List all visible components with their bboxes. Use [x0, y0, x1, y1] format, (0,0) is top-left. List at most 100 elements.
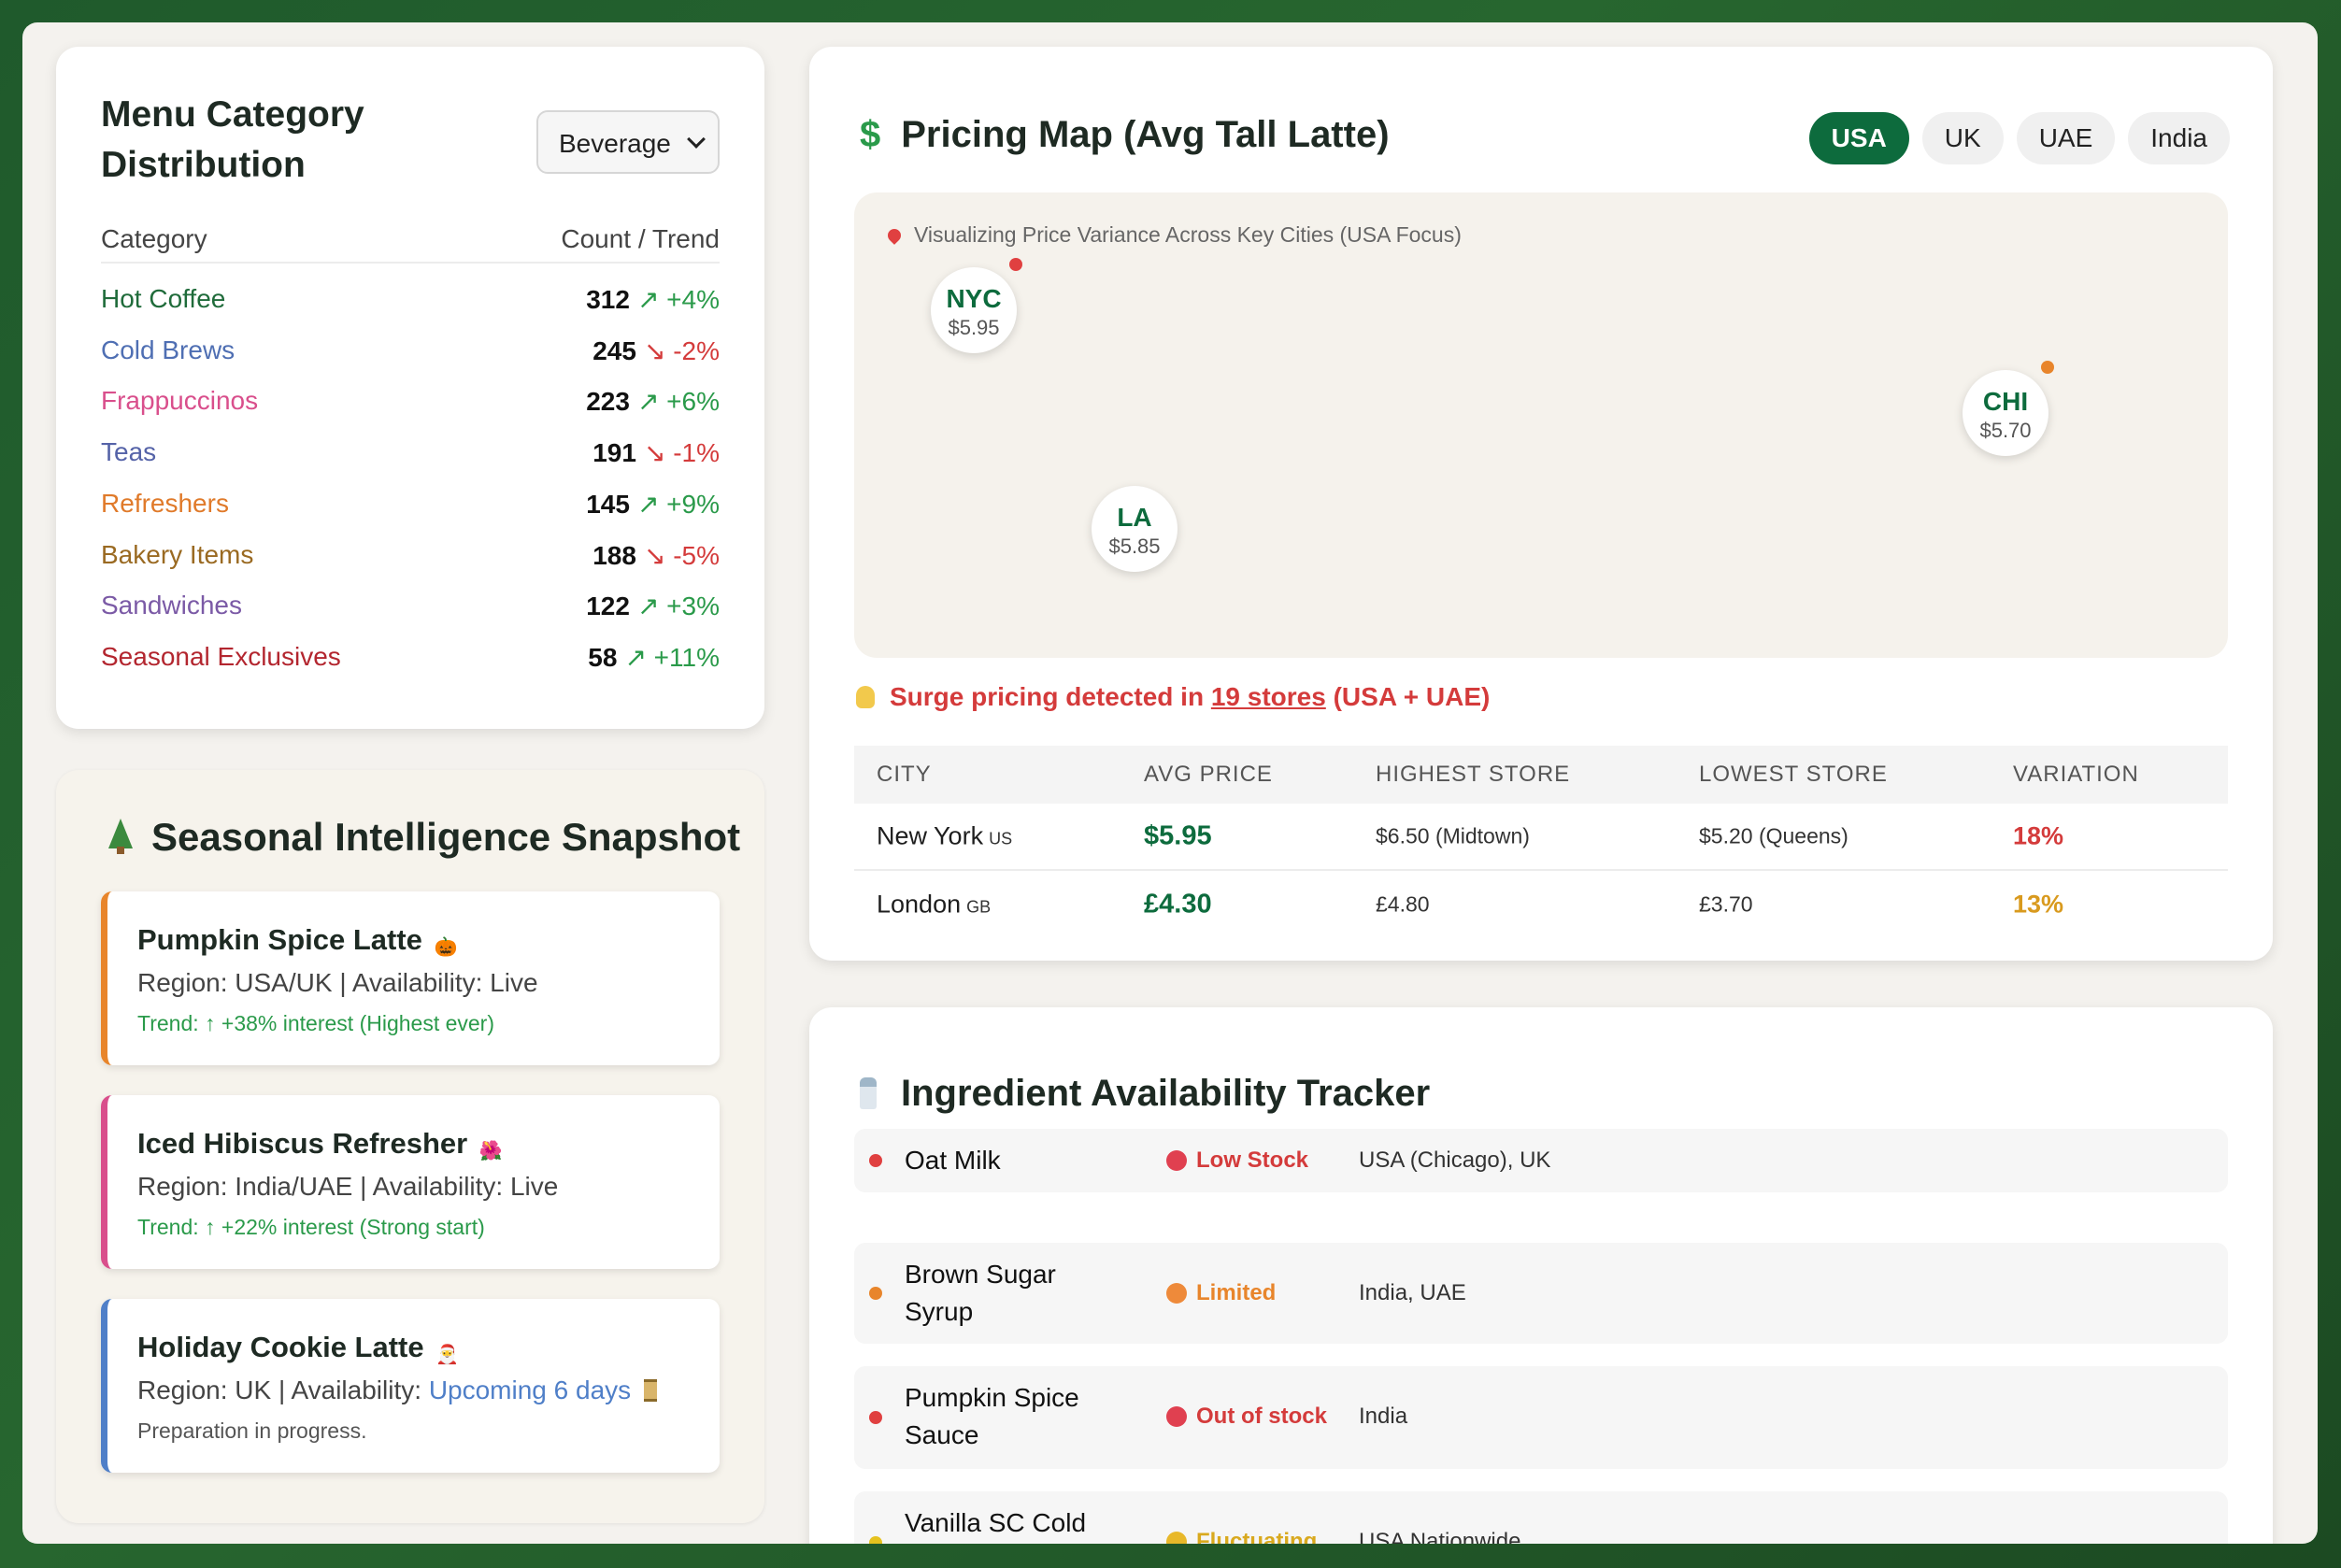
table-row[interactable]: New York US $5.95 $6.50 (Midtown) $5.20 (… [854, 804, 2228, 871]
category-column-header: Category [101, 224, 207, 253]
category-count-trend: 245 ↘ -2% [592, 335, 720, 366]
category-row[interactable]: Refreshers 145 ↗ +9% [101, 489, 720, 526]
tab-uae[interactable]: UAE [2016, 112, 2116, 164]
category-count: 312 [586, 285, 630, 314]
ingredient-status: Out of stock [1166, 1404, 1327, 1430]
category-row[interactable]: Bakery Items 188 ↘ -5% [101, 540, 720, 577]
count-trend-column-header: Count / Trend [561, 224, 720, 253]
seasonal-item-holiday-cookie[interactable]: Holiday Cookie Latte 🎅 Region: UK | Avail… [101, 1299, 720, 1473]
ingredient-status-text: Out of stock [1196, 1404, 1328, 1429]
col-city: CITY [877, 762, 932, 787]
ingredient-status-text: Low Stock [1196, 1147, 1309, 1173]
ingredient-row-oat-milk[interactable]: Oat Milk Low Stock USA (Chicago), UK [854, 1129, 2228, 1192]
category-count-trend: 58 ↗ +11% [588, 642, 720, 673]
seasonal-item-note: Preparation in progress. [137, 1418, 367, 1443]
category-row[interactable]: Frappuccinos 223 ↗ +6% [101, 386, 720, 423]
ingredient-name: Oat Milk [905, 1146, 1001, 1175]
category-count: 58 [588, 642, 618, 672]
tab-usa[interactable]: USA [1808, 112, 1909, 164]
seasonal-item-name: Iced Hibiscus Refresher 🌺 [137, 1127, 505, 1165]
category-row[interactable]: Sandwiches 122 ↗ +3% [101, 591, 720, 628]
dollar-icon: $ [860, 114, 881, 155]
category-count-trend: 188 ↘ -5% [592, 540, 720, 571]
ingredient-tracker-title: Ingredient Availability Tracker [860, 1073, 1430, 1115]
country-code: US [989, 829, 1013, 848]
variation-cell: 13% [2013, 890, 2064, 919]
col-highest-store: HIGHEST STORE [1376, 762, 1571, 787]
hibiscus-flower-icon: 🌺 [478, 1141, 503, 1162]
ingredient-status-text: Fluctuating [1196, 1529, 1318, 1544]
seasonal-item-trend: Trend: ↑ +22% interest (Strong start) [137, 1215, 485, 1239]
ingredient-name: Vanilla SC Cold Foam [905, 1508, 1087, 1537]
city-cell: New York US [877, 822, 1012, 851]
surge-stores-link[interactable]: 19 stores [1210, 682, 1326, 711]
chevron-down-icon [687, 130, 706, 149]
nyc-indicator-dot [1009, 258, 1022, 271]
seasonal-item-region: Region: USA/UK | Availability: Live [137, 968, 538, 997]
seasonal-snapshot-title: Seasonal Intelligence Snapshot [107, 815, 740, 860]
pumpkin-icon: 🎃 [434, 937, 458, 958]
category-count: 188 [592, 540, 636, 570]
ingredient-row-brown-sugar[interactable]: Brown Sugar Syrup Limited India, UAE [854, 1243, 2228, 1344]
category-name: Teas [101, 437, 157, 467]
ingredient-row-pumpkin-spice-sauce[interactable]: Pumpkin Spice Sauce Out of stock India [854, 1366, 2228, 1469]
city-marker-chi[interactable]: CHI $5.70 [1963, 370, 2048, 456]
city-marker-la[interactable]: LA $5.85 [1092, 486, 1178, 572]
tab-india[interactable]: India [2128, 112, 2230, 164]
ingredient-name: Brown Sugar Syrup [905, 1260, 1056, 1326]
category-table-header: Category Count / Trend [101, 224, 720, 264]
category-count-trend: 191 ↘ -1% [592, 437, 720, 468]
seasonal-item-name: Pumpkin Spice Latte 🎃 [137, 923, 460, 962]
category-trend: ↘ -5% [643, 540, 720, 570]
category-count-trend: 312 ↗ +4% [586, 284, 720, 315]
category-count: 245 [592, 335, 636, 365]
seasonal-item-pumpkin-spice[interactable]: Pumpkin Spice Latte 🎃 Region: USA/UK | Av… [101, 891, 720, 1065]
map-pin-icon [885, 226, 904, 245]
city-name: London [877, 890, 962, 919]
upcoming-highlight: Upcoming 6 days [428, 1376, 632, 1404]
pricing-map-card: $ Pricing Map (Avg Tall Latte) USA UK UAE In… [809, 47, 2273, 961]
category-row[interactable]: Hot Coffee 312 ↗ +4% [101, 284, 720, 321]
surge-pricing-alert: Surge pricing detected in 19 stores (USA… [856, 682, 1490, 712]
col-variation: VARIATION [2013, 762, 2139, 787]
city-price: $5.85 [1108, 535, 1161, 558]
ingredient-row-vanilla-cold-foam[interactable]: Vanilla SC Cold Foam Fluctuating USA Nat… [854, 1491, 2228, 1544]
category-count-trend: 145 ↗ +9% [586, 489, 720, 520]
ingredient-status-text: Limited [1196, 1280, 1277, 1305]
seasonal-item-region-text: Region: UK | Availability: [137, 1376, 422, 1404]
category-trend: ↗ +3% [636, 592, 720, 621]
category-trend: ↘ -1% [643, 438, 720, 468]
category-name: Bakery Items [101, 539, 254, 569]
category-trend: ↘ -2% [643, 335, 720, 365]
ingredient-tracker-card: Ingredient Availability Tracker Oat Milk… [809, 1007, 2273, 1544]
table-row[interactable]: London GB £4.30 £4.80 £3.70 13% [854, 871, 2228, 938]
salt-shaker-icon [860, 1077, 877, 1109]
category-count-trend: 122 ↗ +3% [586, 591, 720, 621]
col-avg-price: AVG PRICE [1144, 762, 1273, 787]
city-name: New York [877, 821, 984, 850]
category-trend: ↗ +9% [636, 489, 720, 519]
ingredient-name: Pumpkin Spice Sauce [905, 1383, 1079, 1449]
ingredient-region: USA Nationwide [1359, 1529, 1521, 1544]
category-row[interactable]: Cold Brews 245 ↘ -2% [101, 335, 720, 373]
ingredient-region: India [1359, 1404, 1408, 1429]
status-dot [1166, 1532, 1187, 1544]
pricing-table-header: CITY AVG PRICE HIGHEST STORE LOWEST STOR… [854, 746, 2228, 804]
category-type-select[interactable]: Beverage [536, 110, 720, 174]
pricing-map: Visualizing Price Variance Across Key Ci… [854, 192, 2228, 658]
city-code: CHI [1982, 387, 2029, 416]
category-name: Cold Brews [101, 335, 236, 364]
lightbulb-icon [856, 686, 875, 708]
category-row[interactable]: Seasonal Exclusives 58 ↗ +11% [101, 642, 720, 679]
seasonal-item-iced-hibiscus[interactable]: Iced Hibiscus Refresher 🌺 Region: India/U… [101, 1095, 720, 1269]
city-marker-nyc[interactable]: NYC $5.95 [931, 267, 1017, 353]
city-cell: London GB [877, 891, 991, 919]
category-row[interactable]: Teas 191 ↘ -1% [101, 437, 720, 475]
avg-price-cell: $5.95 [1144, 820, 1212, 851]
region-tabs: USA UK UAE India [1796, 112, 2230, 164]
tab-uk[interactable]: UK [1921, 112, 2004, 164]
ingredient-tracker-title-text: Ingredient Availability Tracker [901, 1073, 1431, 1114]
dashboard-frame: Menu Category Distribution Beverage Cate… [22, 22, 2318, 1544]
lowest-store-cell: $5.20 (Queens) [1699, 823, 1849, 848]
ingredient-region: India, UAE [1359, 1280, 1466, 1305]
